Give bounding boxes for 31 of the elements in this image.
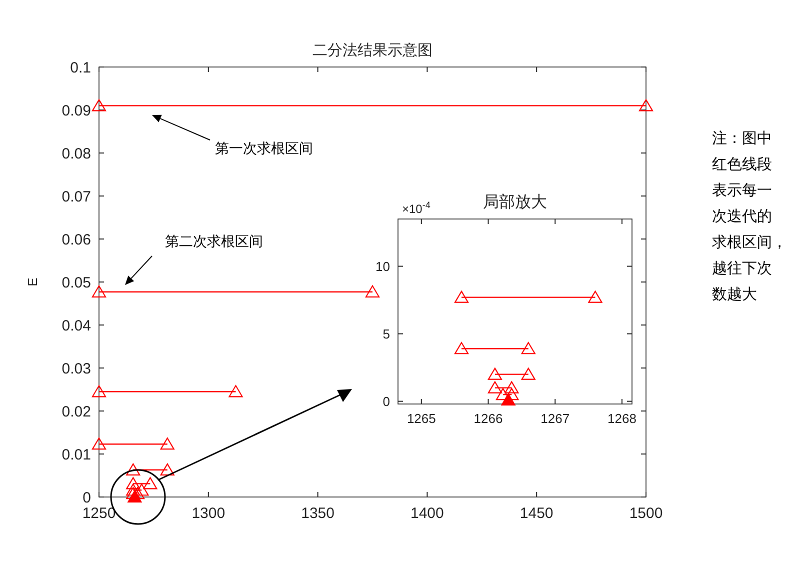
y-tick-label: 0 [82, 489, 91, 506]
y-tick-label: 0.05 [62, 274, 91, 292]
annotation: 第二次求根区间 [165, 234, 263, 250]
x-tick-label: 1350 [301, 505, 334, 522]
chart-title: 局部放大 [483, 193, 547, 211]
x-tick-label: 1265 [406, 411, 436, 426]
y-axis-title: E [25, 277, 40, 286]
y-tick-label: 0.07 [62, 188, 91, 206]
x-tick-label: 1450 [520, 505, 554, 522]
x-tick-label: 1267 [540, 411, 570, 426]
x-tick-label: 1500 [629, 505, 663, 522]
y-tick-label: 0.03 [62, 360, 91, 378]
chart-title: 二分法结果示意图 [312, 42, 432, 59]
x-tick-label: 1250 [82, 505, 116, 522]
y-tick-label: 0 [382, 394, 390, 409]
y-tick-label: 0.06 [62, 231, 91, 248]
annotation: ×10$^{-4}$ [402, 200, 430, 216]
x-tick-label: 1266 [474, 411, 503, 426]
y-tick-label: 0.09 [62, 102, 91, 120]
y-tick-label: 0.1 [70, 59, 91, 76]
y-tick-label: 0.04 [62, 317, 91, 334]
x-tick-label: 1300 [192, 505, 226, 522]
text: 注：图中红色线段表示每一次迭代的求根区间，越往下次数越大 [712, 130, 787, 303]
y-tick-label: 5 [382, 326, 390, 342]
y-tick-label: 10 [376, 258, 390, 274]
y-tick-label: 0.01 [62, 446, 91, 464]
annotation: 第一次求根区间 [215, 141, 313, 157]
y-tick-label: 0.08 [62, 145, 91, 162]
y-tick-label: 0.02 [62, 403, 91, 420]
x-tick-label: 1400 [410, 505, 444, 522]
x-tick-label: 1268 [608, 411, 636, 426]
